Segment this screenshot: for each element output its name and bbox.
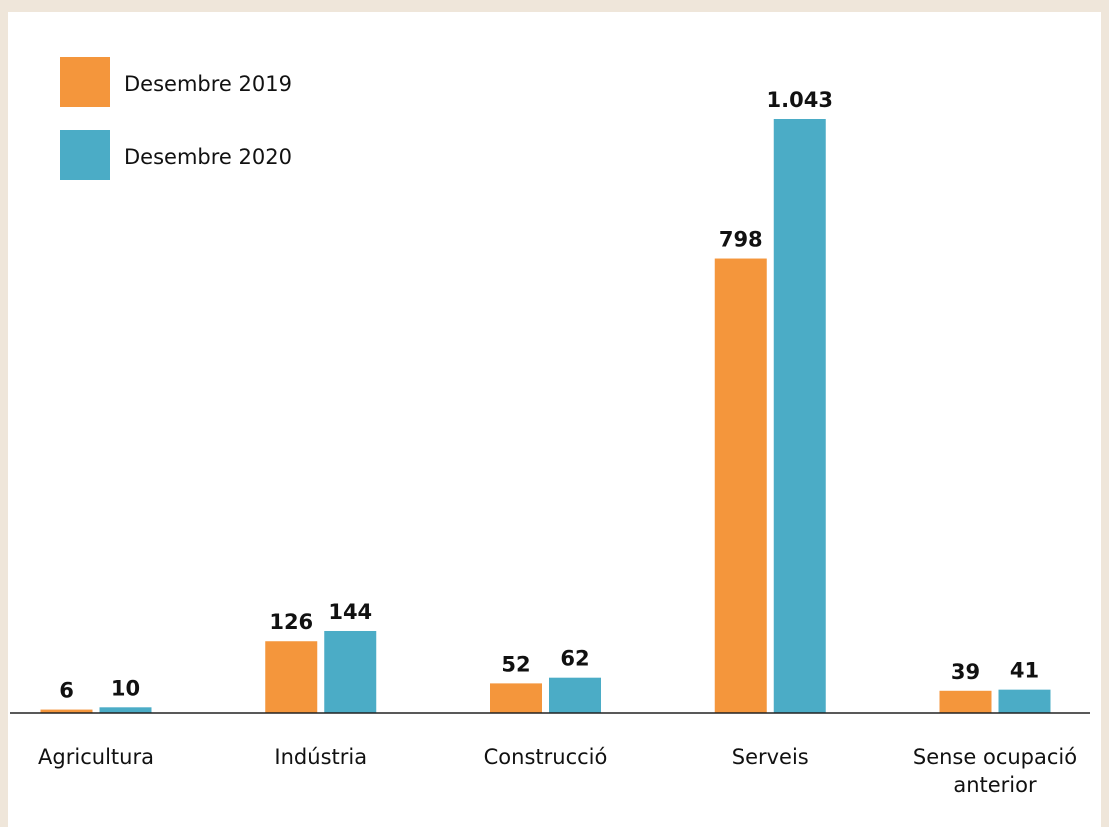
value-label: 10 (111, 676, 140, 700)
bar (40, 709, 93, 713)
value-label: 126 (269, 610, 313, 634)
x-tick-label: Serveis (731, 745, 809, 769)
value-label: 52 (501, 652, 530, 676)
legend-label: Desembre 2020 (124, 145, 292, 169)
value-label: 798 (719, 228, 763, 252)
bar (265, 641, 318, 713)
value-label: 144 (328, 600, 372, 624)
x-tick-label: Construcció (483, 745, 608, 769)
legend-label: Desembre 2019 (124, 72, 292, 96)
x-tick-label: Agricultura (38, 745, 154, 769)
legend-swatch (60, 130, 110, 180)
value-label: 39 (951, 660, 980, 684)
x-tick-label: Sense ocupació anterior (912, 745, 1078, 797)
bar (99, 707, 152, 713)
bar (998, 689, 1051, 713)
bar (773, 119, 826, 713)
value-label: 6 (59, 679, 74, 703)
bar (324, 630, 377, 713)
value-label: 62 (560, 647, 589, 671)
bar (714, 258, 767, 713)
bar (490, 683, 542, 713)
x-tick-label: Indústria (274, 745, 368, 769)
legend-swatch (60, 57, 110, 107)
bar (939, 690, 992, 713)
value-label: 1.043 (767, 88, 833, 112)
value-label: 41 (1010, 659, 1039, 683)
bar (549, 677, 601, 713)
